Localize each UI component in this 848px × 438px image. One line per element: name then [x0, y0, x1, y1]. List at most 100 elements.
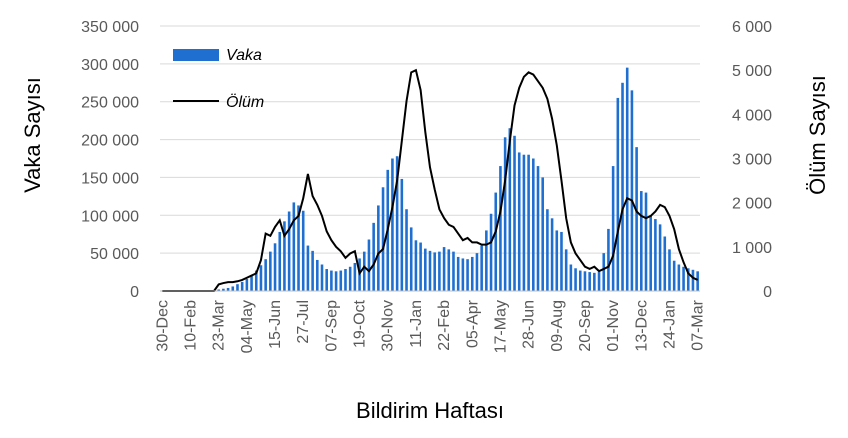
vaka-bar [602, 253, 606, 291]
vaka-bar [301, 210, 305, 291]
vaka-bar [466, 259, 469, 291]
vaka-bar [367, 239, 371, 291]
y-left-tick-label: 250 000 [81, 95, 139, 112]
y-right-tick-label: 6 000 [732, 19, 772, 36]
vaka-bar [456, 256, 460, 291]
vaka-bar [283, 221, 286, 291]
vaka-bar [414, 240, 418, 291]
x-tick-labels: 30-Dec 10-Feb 23-Mar 04-May 15-Jun 27-Jul 07-S… [154, 299, 706, 353]
vaka-bar [447, 249, 451, 291]
vaka-bars [217, 67, 699, 292]
vaka-bar [527, 154, 530, 291]
vaka-bar [353, 262, 357, 291]
vaka-bar [494, 192, 498, 291]
x-tick-label: 24-Jan [661, 300, 678, 349]
y-right-axis-title: Ölüm Sayısı [805, 75, 830, 195]
vaka-bar [362, 251, 366, 291]
vaka-bar [306, 245, 310, 291]
vaka-bar [259, 265, 263, 291]
vaka-bar [546, 209, 549, 291]
vaka-bar [630, 90, 634, 291]
vaka-bar [395, 156, 399, 291]
vaka-bar [391, 158, 394, 291]
vaka-bar [508, 128, 512, 291]
vaka-bar [513, 135, 516, 291]
olum-line [162, 68, 699, 292]
vaka-bar [339, 270, 343, 291]
vaka-bar [682, 266, 685, 291]
vaka-bar [499, 166, 502, 291]
x-tick-label: 07-Sep [323, 300, 340, 352]
vaka-bar [616, 97, 620, 291]
vaka-bar [231, 286, 235, 291]
vaka-bar [663, 236, 667, 291]
x-tick-label: 01-Nov [605, 300, 622, 352]
vaka-bar [621, 82, 624, 292]
vaka-bar [480, 245, 483, 291]
vaka-bar [240, 281, 244, 291]
y-right-tick-label: 4 000 [732, 107, 772, 124]
legend-vaka-label: Vaka [226, 47, 262, 64]
vaka-bar [320, 264, 324, 291]
x-axis-title: Bildirim Haftası [356, 398, 504, 423]
vaka-bar [348, 266, 352, 291]
vaka-bar [264, 259, 267, 291]
vaka-bar [611, 166, 615, 291]
legend-vaka-swatch [173, 49, 219, 61]
y-left-tick-label: 150 000 [81, 170, 139, 187]
vaka-bar [503, 137, 507, 291]
vaka-bar [635, 147, 638, 291]
vaka-bar [438, 251, 441, 291]
vaka-bar [532, 158, 535, 291]
vaka-bar [597, 272, 601, 291]
x-tick-label: 15-Jun [267, 300, 284, 349]
vaka-bar [475, 253, 479, 291]
vaka-bar [245, 278, 249, 291]
vaka-bar [419, 242, 422, 291]
vaka-bar [654, 219, 657, 291]
vaka-bar [273, 243, 277, 291]
x-tick-label: 07-Mar [690, 299, 707, 350]
vaka-bar [517, 152, 521, 291]
vaka-bar [649, 215, 652, 291]
vaka-bar [658, 224, 662, 291]
vaka-bar [222, 288, 225, 291]
vaka-bar [569, 264, 573, 291]
vaka-bar [334, 271, 338, 291]
vaka-bar [325, 269, 328, 291]
y-left-axis-title: Vaka Sayısı [20, 77, 45, 193]
vaka-bar [470, 256, 474, 291]
vaka-bar [250, 275, 253, 291]
vaka-bar [372, 222, 375, 291]
vaka-bar [640, 191, 643, 291]
vaka-bar [578, 270, 582, 291]
vaka-bar [583, 271, 587, 291]
y-right-tick-label: 5 000 [732, 63, 772, 80]
x-tick-label: 09-Aug [549, 300, 566, 352]
vaka-bar [409, 227, 413, 291]
vaka-bar [550, 218, 554, 291]
legend-olum-label: Ölüm [226, 93, 264, 111]
legend: Vaka Ölüm [173, 47, 264, 111]
vaka-bar [377, 205, 380, 291]
y-left-tick-label: 350 000 [81, 19, 139, 36]
vaka-bar [316, 259, 319, 291]
vaka-bar [461, 258, 465, 291]
vaka-bar [555, 230, 559, 291]
vaka-bar [452, 251, 455, 291]
x-tick-label: 17-May [492, 300, 509, 353]
y-right-tick-label: 2 000 [732, 196, 772, 213]
vaka-bar [574, 268, 577, 291]
vaka-bar [428, 250, 432, 291]
vaka-bar [217, 289, 220, 291]
vaka-bar [686, 268, 690, 291]
x-tick-label: 22-Feb [436, 300, 453, 351]
vaka-bar [269, 251, 272, 291]
x-tick-label: 20-Sep [577, 300, 594, 352]
vaka-bar [226, 287, 230, 291]
vaka-bar [560, 231, 563, 291]
x-tick-label: 11-Jan [408, 300, 425, 348]
x-tick-label: 28-Jun [521, 300, 538, 349]
x-tick-label: 27-Jul [295, 300, 312, 344]
